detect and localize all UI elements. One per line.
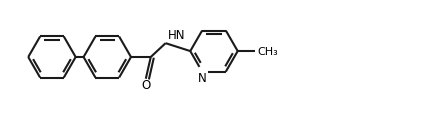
Text: HN: HN [167,29,185,42]
Text: CH₃: CH₃ [257,47,278,57]
Text: N: N [198,71,207,84]
Text: O: O [141,78,150,91]
